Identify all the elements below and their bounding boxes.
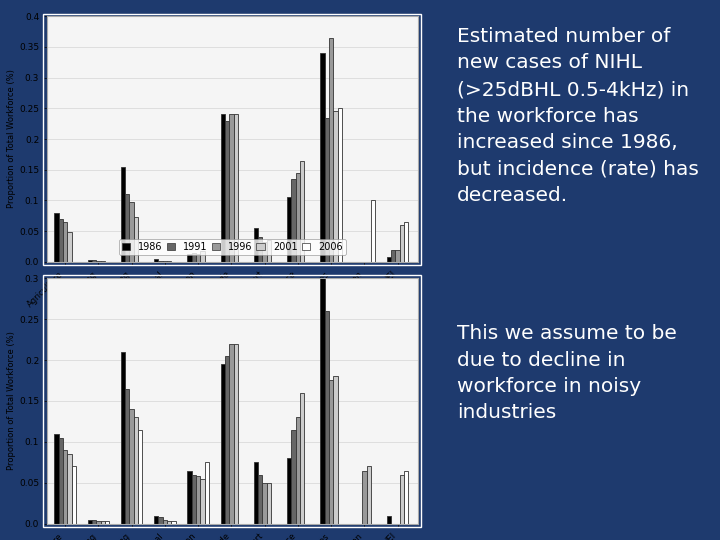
Bar [200,251,204,262]
Bar [287,198,292,262]
Bar [196,476,200,524]
Bar [296,417,300,524]
Bar [187,470,192,524]
Bar [192,475,196,524]
Bar [167,521,171,524]
Bar [54,213,58,262]
Bar [325,118,329,262]
Bar [267,483,271,524]
Bar [300,160,305,262]
Bar [163,519,167,524]
Bar [404,470,408,524]
Text: This we assume to be
due to decline in
workforce in noisy
industries: This we assume to be due to decline in w… [457,324,677,422]
Bar [225,120,229,262]
Bar [229,343,233,524]
Bar [58,219,63,262]
Bar [187,254,192,262]
Bar [158,517,163,524]
Bar [292,430,296,524]
Bar [63,450,67,524]
Bar [158,261,163,262]
Bar [163,261,167,262]
Bar [229,114,233,262]
Bar [58,438,63,524]
Bar [387,516,391,524]
Bar [296,173,300,262]
Bar [258,238,263,262]
Bar [63,222,67,262]
Bar [395,249,400,262]
Bar [225,356,229,524]
Bar [121,167,125,262]
Bar [233,343,238,524]
Bar [254,228,258,262]
Bar [404,222,408,262]
Bar [400,475,404,524]
Bar [154,516,158,524]
Bar [92,260,96,262]
Bar [220,364,225,524]
Bar [154,259,158,262]
Bar [67,232,71,262]
Bar [101,521,105,524]
Bar [233,114,238,262]
Bar [333,376,338,524]
Bar [320,53,325,262]
Bar [138,430,143,524]
Bar [96,521,101,524]
Bar [338,109,342,262]
Bar [92,519,96,524]
Bar [96,261,101,262]
Bar [267,240,271,262]
Bar [105,521,109,524]
Bar [258,475,263,524]
Bar [130,409,134,524]
Bar [200,479,204,524]
Bar [329,381,333,524]
Bar [329,38,333,262]
Bar [167,261,171,262]
Bar [362,470,366,524]
Bar [366,467,371,524]
Y-axis label: Proportion of Total Workforce (%): Proportion of Total Workforce (%) [7,70,17,208]
Bar [121,352,125,524]
Bar [287,458,292,524]
Bar [54,434,58,524]
Bar [88,519,92,524]
Bar [400,225,404,262]
Bar [254,462,258,524]
Bar [88,260,92,262]
Bar [300,393,305,524]
Bar [220,114,225,262]
Bar [134,417,138,524]
Bar [371,200,375,262]
Legend: 1986, 1991, 1996, 2001, 2006: 1986, 1991, 1996, 2001, 2006 [119,239,346,254]
Bar [125,194,130,262]
Bar [125,389,130,524]
Text: Estimated number of
new cases of NIHL
(>25dBHL 0.5-4kHz) in
the workforce has
in: Estimated number of new cases of NIHL (>… [457,27,699,205]
Bar [101,261,105,262]
Bar [292,179,296,262]
Bar [387,257,391,262]
Bar [333,111,338,262]
Bar [196,254,200,262]
Bar [325,311,329,524]
Bar [130,202,134,262]
Bar [192,253,196,262]
Y-axis label: Proportion of Total Workforce (%): Proportion of Total Workforce (%) [7,332,17,470]
Bar [391,249,395,262]
Bar [71,467,76,524]
Bar [171,521,176,524]
Bar [134,217,138,262]
Bar [263,241,267,262]
Bar [67,454,71,524]
Bar [320,249,325,524]
Bar [263,483,267,524]
Bar [204,462,209,524]
